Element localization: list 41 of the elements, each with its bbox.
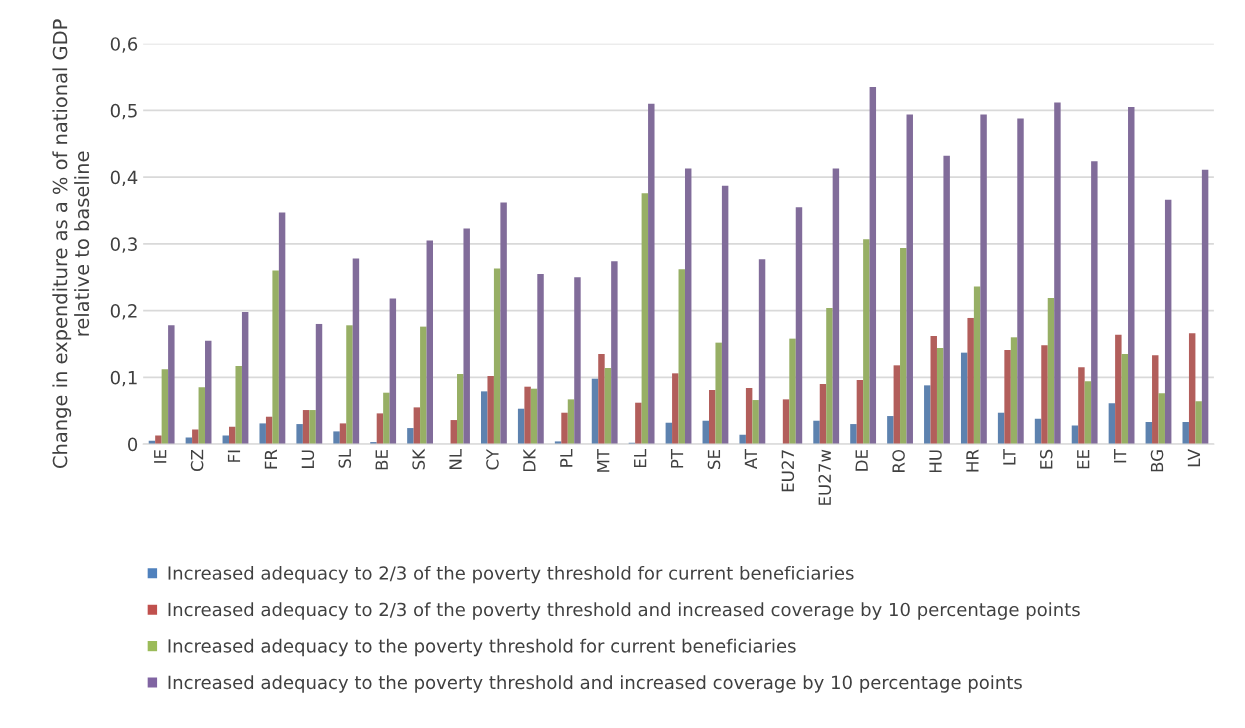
- y-tick-label: 0,2: [110, 304, 137, 320]
- x-tick-label: MT: [597, 448, 610, 472]
- y-tick-label: 0,1: [110, 370, 137, 387]
- legend-label: Increased adequacy to 2/3 of the poverty threshold for current beneficiaries: [168, 565, 854, 584]
- x-tick-label: HR: [966, 449, 979, 472]
- x-tick-label: IE: [154, 450, 167, 463]
- x-tick-label: EL: [634, 449, 647, 468]
- x-tick-label: ES: [1039, 449, 1053, 469]
- x-tick-label: LU: [301, 450, 315, 468]
- x-tick-label: EU27: [781, 450, 795, 492]
- x-tick-label: IT: [1114, 448, 1127, 463]
- x-tick-label: SK: [412, 448, 425, 470]
- y-tick-label: 0,3: [110, 237, 137, 253]
- y-tick-label: 0,6: [110, 37, 138, 53]
- y-tick-label: 0,4: [110, 170, 138, 187]
- x-tick-label: FI: [227, 450, 241, 462]
- x-tick-label: SL: [338, 449, 352, 468]
- x-tick-label: BG: [1150, 450, 1164, 472]
- legend-label: Increased adequacy to 2/3 of the poverty threshold and increased coverage by 10 percentage points: [168, 602, 1080, 620]
- x-tick-label: PT: [670, 448, 684, 468]
- x-tick-label: RO: [892, 449, 905, 473]
- x-tick-label: BE: [375, 450, 388, 470]
- x-tick-label: HU: [929, 450, 942, 473]
- x-tick-label: NL: [449, 449, 462, 470]
- x-tick-label: PL: [560, 449, 573, 467]
- x-tick-label: LV: [1187, 449, 1201, 467]
- x-tick-label: DK: [523, 448, 536, 472]
- x-tick-label: DE: [855, 450, 868, 471]
- x-tick-label: CZ: [190, 449, 204, 472]
- y-tick-label: 0: [128, 437, 138, 452]
- x-tick-label: EE: [1077, 450, 1090, 469]
- x-tick-label: FR: [264, 449, 277, 469]
- x-tick-label: SE: [707, 450, 721, 469]
- y-axis-title: Change in expenditure as a % of national GDP relative to baseline: [52, 19, 90, 468]
- x-tick-label: LT: [1003, 448, 1016, 465]
- x-tick-label: EU27w: [818, 449, 832, 505]
- x-tick-label: AT: [744, 448, 757, 470]
- legend-label: Increased adequacy to the poverty threshold and increased coverage by 10 percentage points: [168, 675, 1022, 693]
- x-tick-label: CY: [486, 448, 499, 470]
- legend-label: Increased adequacy to the poverty threshold for current beneficiaries: [168, 638, 796, 657]
- y-tick-label: 0,5: [110, 103, 137, 120]
